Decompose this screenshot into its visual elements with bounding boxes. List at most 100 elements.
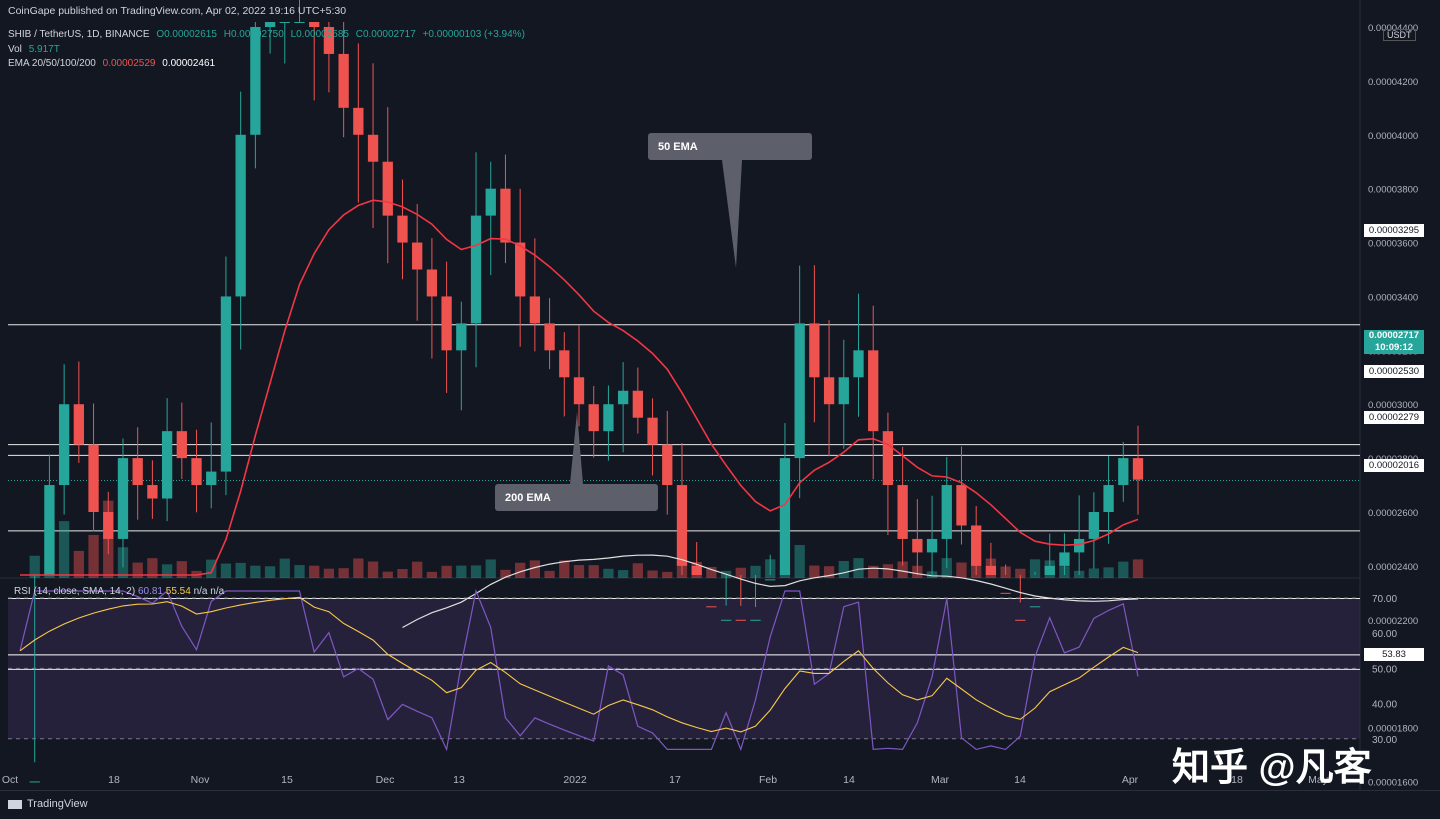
candle-body [853, 350, 864, 378]
volume-bar [132, 562, 143, 578]
time-tick-5: 13 [453, 774, 465, 786]
volume-bar [29, 555, 40, 578]
volume-bar [1088, 568, 1100, 578]
ohlc-high: H0.00002750 [223, 29, 284, 40]
time-tick-6: 2022 [563, 774, 587, 786]
price-tick-2: 0.00004000 [1368, 131, 1418, 142]
volume-bar [941, 558, 952, 578]
candle-body [617, 390, 629, 405]
volume-bar [912, 565, 923, 578]
candle-body [985, 565, 997, 575]
volume-bar [750, 565, 761, 578]
rsi-level-badge: 53.83 [1364, 648, 1424, 661]
volume-bar [250, 565, 261, 578]
price-tick-13: 0.00001600 [1368, 777, 1418, 788]
volume-bar [176, 561, 187, 578]
volume-bar [73, 550, 84, 578]
candle-body [971, 525, 982, 566]
candle-body [691, 565, 702, 575]
volume-bar [147, 558, 158, 578]
candle-body [353, 107, 364, 135]
ohlc-change: +0.00000103 (+3.94%) [422, 29, 525, 40]
ema-line: EMA 20/50/100/200 0.00002529 0.00002461 [8, 57, 219, 70]
rsi-sma-line [19, 596, 1139, 733]
candle-body [279, 22, 290, 23]
volume-bar [838, 560, 849, 578]
volume-bar [691, 561, 702, 578]
volume-bar [617, 570, 629, 578]
volume-bar [706, 566, 717, 578]
level-badge-2: 0.00002530 [1364, 365, 1424, 378]
candle-body [838, 377, 849, 405]
time-tick-0: Oct [2, 774, 18, 786]
rsi-tick-4: 30.00 [1372, 735, 1397, 746]
currency-label[interactable]: USDT [1383, 29, 1416, 41]
volume-bar [206, 559, 217, 578]
rsi-na-2: n/a [210, 586, 225, 597]
candle-body [794, 323, 805, 459]
candle-body [161, 431, 173, 499]
countdown: 10:09:12 [1374, 342, 1414, 353]
symbol-line: SHIB / TetherUS, 1D, BINANCE O0.00002615… [8, 28, 529, 41]
level-badge-3: 0.00002279 [1364, 411, 1424, 424]
candle-body [603, 404, 614, 432]
volume-bar [971, 564, 982, 578]
volume-bar [1103, 567, 1114, 578]
volume-bar [397, 568, 408, 578]
time-tick-12: Apr [1122, 774, 1139, 786]
price-tick-4: 0.00003600 [1368, 239, 1418, 250]
tradingview-logo[interactable]: TradingView [8, 798, 88, 810]
candle-body [588, 404, 599, 432]
volume-bar [926, 571, 938, 578]
candle-body [117, 458, 129, 539]
candle-body [103, 512, 114, 539]
volume-bar [735, 567, 746, 578]
volume-bar [88, 534, 99, 578]
ohlc-close: C0.00002717 [355, 29, 416, 40]
volume-bar [235, 562, 246, 578]
volume-bar [1118, 561, 1129, 578]
candle-body [897, 485, 908, 539]
volume-bar [573, 565, 585, 578]
volume-bar [632, 563, 643, 578]
volume-bar [779, 570, 791, 578]
candle-body [470, 215, 482, 324]
publisher-line: CoinGape published on TradingView.com, A… [8, 5, 347, 17]
candle-body [323, 27, 335, 54]
candle-body [706, 606, 717, 608]
volume-bar [323, 568, 335, 578]
rsi-na-1: n/a [193, 586, 208, 597]
candle-body [500, 188, 511, 243]
volume-bar [367, 561, 379, 578]
ema-value-1: 0.00002529 [102, 58, 156, 69]
volume-bar [1132, 559, 1144, 578]
candle-body [29, 781, 40, 783]
volume-bar [338, 568, 349, 578]
candle-body [912, 538, 923, 553]
time-tick-13: 18 [1231, 774, 1243, 786]
ohlc-open: O0.00002615 [156, 29, 217, 40]
candle-body [191, 458, 202, 486]
price-tick-7: 0.00003000 [1368, 400, 1418, 411]
volume-bar [220, 563, 232, 578]
symbol-name: SHIB / TetherUS, 1D, BINANCE [8, 29, 150, 40]
volume-bar [426, 571, 438, 578]
time-tick-10: Mar [931, 774, 950, 786]
price-tick-0: 0.00004400 [1368, 23, 1418, 34]
volume-bar [588, 565, 599, 578]
candle-body [88, 444, 99, 512]
volume-bar [309, 565, 320, 578]
price-tick-5: 0.00003400 [1368, 292, 1418, 303]
candle-body [1044, 565, 1055, 575]
rsi-line [19, 588, 1139, 752]
candle-body [632, 390, 643, 418]
candle-body [720, 619, 732, 621]
tradingview-logo-icon [8, 799, 22, 809]
level-badge-1: 0.00003295 [1364, 224, 1424, 237]
price-tick-10: 0.00002400 [1368, 562, 1418, 573]
ema50-pointer [722, 160, 742, 268]
current-price-badge: 0.00002717 10:09:12 [1364, 330, 1424, 354]
volume-bar [676, 561, 688, 578]
candle-body [676, 485, 688, 566]
